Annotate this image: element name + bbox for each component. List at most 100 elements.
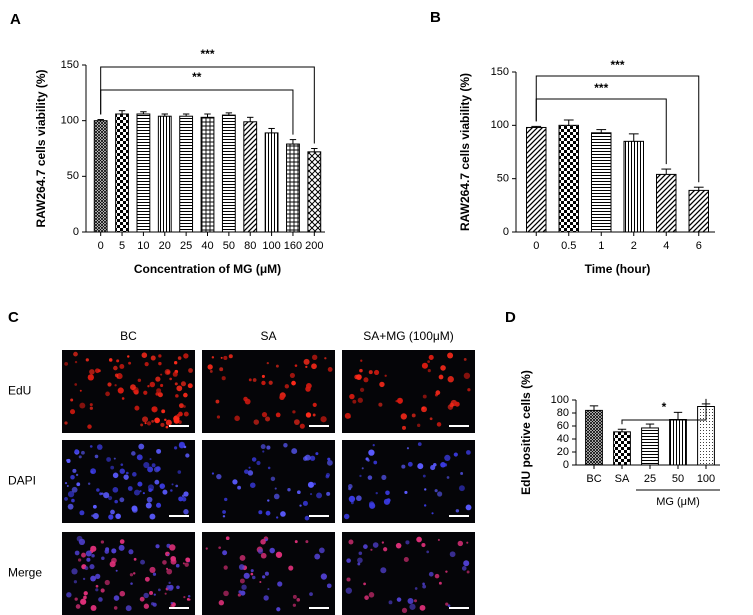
cell	[372, 444, 375, 447]
cell	[183, 353, 189, 359]
bar	[585, 409, 603, 466]
cell	[99, 492, 102, 496]
cell	[170, 601, 173, 605]
cell	[71, 568, 78, 575]
bar	[656, 173, 677, 233]
bar	[136, 113, 151, 233]
cell	[343, 513, 350, 520]
cell	[137, 481, 143, 487]
cell	[164, 418, 167, 422]
y-tick-label: 0	[503, 226, 509, 238]
cell	[169, 377, 172, 381]
cell	[173, 361, 178, 365]
x-tick-label: 200	[305, 240, 323, 252]
cell	[130, 582, 133, 585]
cell	[467, 388, 471, 392]
cell	[417, 442, 422, 447]
cell	[90, 545, 97, 552]
bar	[669, 419, 687, 466]
bar	[200, 116, 215, 233]
cell	[209, 369, 213, 373]
micrograph	[342, 350, 475, 433]
cell	[95, 588, 99, 592]
cell	[357, 397, 363, 403]
cell	[142, 416, 149, 423]
cell	[158, 361, 162, 366]
cell	[86, 557, 91, 562]
cell	[368, 370, 373, 375]
cell	[71, 498, 75, 503]
cell	[115, 569, 118, 572]
cell	[396, 597, 402, 602]
cell	[155, 544, 160, 549]
cell	[174, 382, 178, 386]
cell	[247, 470, 254, 476]
cell	[105, 547, 110, 552]
cell	[89, 564, 95, 570]
cell	[109, 561, 116, 568]
cell	[75, 473, 79, 477]
cell	[211, 356, 215, 359]
cell	[131, 451, 136, 456]
cell	[128, 549, 134, 555]
cell	[266, 361, 269, 365]
cell	[143, 603, 150, 609]
cell	[276, 607, 281, 612]
cell	[294, 419, 300, 425]
cell	[223, 355, 228, 361]
cell	[289, 372, 295, 378]
cell	[304, 454, 311, 461]
cell	[388, 600, 393, 605]
cell	[79, 389, 82, 392]
cell	[78, 455, 82, 459]
cell	[267, 499, 270, 502]
cell	[310, 493, 313, 496]
cell	[225, 536, 230, 541]
x-tick-label: 80	[244, 240, 256, 252]
cell	[85, 550, 92, 557]
cell	[175, 484, 179, 488]
cell	[133, 557, 137, 561]
cell	[232, 479, 238, 485]
cell	[64, 497, 68, 501]
cell	[172, 371, 178, 377]
cell	[327, 459, 333, 466]
cell	[275, 364, 279, 368]
bar	[179, 115, 194, 233]
cell	[132, 472, 137, 477]
cell	[132, 572, 136, 575]
cell	[207, 364, 213, 370]
cell	[268, 380, 273, 385]
cell	[447, 352, 454, 359]
bar	[307, 151, 322, 233]
significance-bracket	[535, 98, 667, 165]
cell	[149, 458, 152, 461]
cell	[70, 474, 75, 480]
cell	[381, 541, 385, 544]
cell	[82, 577, 86, 581]
cell	[277, 581, 283, 587]
cell	[160, 373, 163, 376]
cell	[294, 364, 298, 367]
cell	[130, 384, 136, 391]
cell	[114, 499, 118, 504]
cell	[314, 553, 321, 560]
cell	[422, 394, 427, 399]
cell	[381, 474, 387, 480]
cell	[119, 539, 125, 544]
y-tick-label: 40	[557, 433, 569, 445]
cell	[269, 547, 275, 554]
cell	[347, 484, 353, 489]
cell	[105, 391, 110, 397]
cell	[305, 412, 312, 418]
cell	[111, 548, 117, 554]
cell	[218, 546, 221, 549]
cell	[416, 536, 422, 543]
row-label: DAPI	[8, 474, 36, 488]
cell	[348, 495, 356, 503]
cell	[106, 457, 112, 462]
cell	[414, 587, 418, 590]
cell	[237, 485, 242, 490]
cell	[176, 585, 180, 590]
cell	[218, 600, 225, 606]
